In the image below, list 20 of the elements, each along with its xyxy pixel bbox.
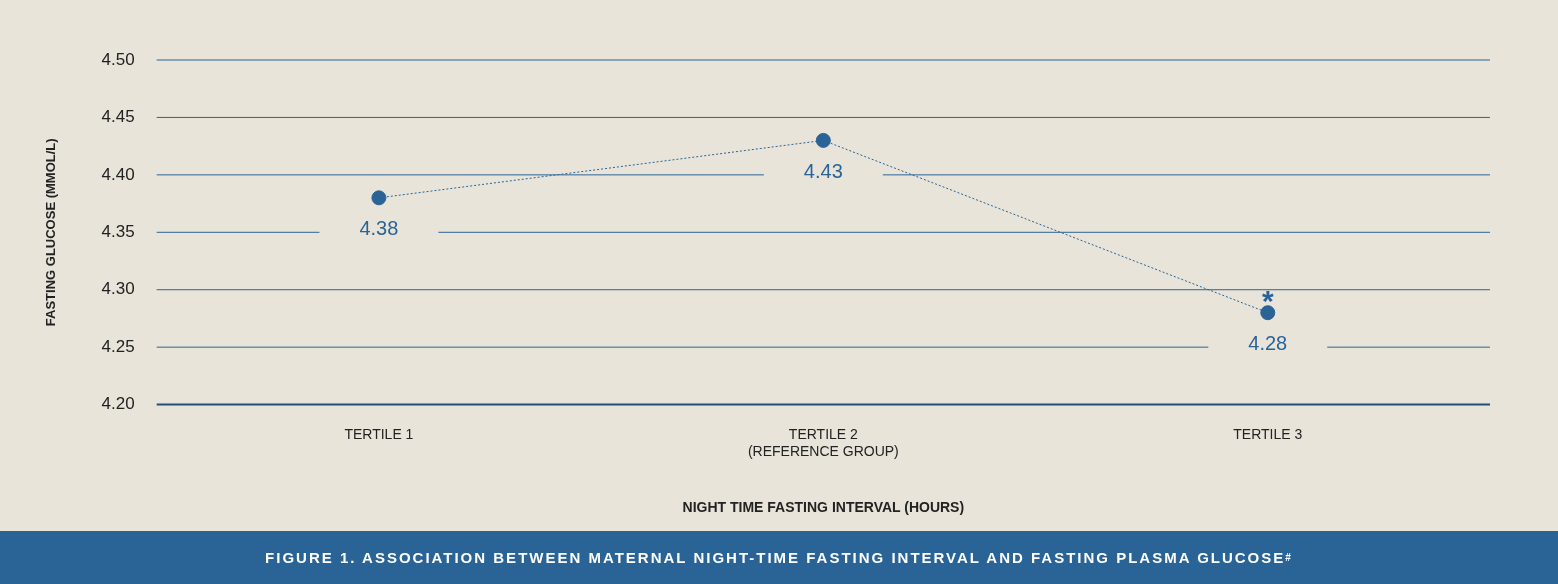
y-tick-label: 4.20 xyxy=(101,394,135,414)
y-tick-label: 4.45 xyxy=(101,107,135,127)
text: FIGURE 1. ASSOCIATION BETWEEN MATERNAL NIGHT-TIME FASTING INTERVAL AND FASTING PLASMA GLUCOSE$^{#}$ xyxy=(0,531,1558,584)
y-tick-label: 4.40 xyxy=(101,164,135,184)
y-tick-label: 4.30 xyxy=(101,279,135,299)
point xyxy=(815,132,831,148)
y-tick-label: 4.35 xyxy=(101,221,135,241)
y-tick-label: 4.50 xyxy=(101,49,135,69)
data-label: 4.38 xyxy=(359,217,399,240)
annotation: * xyxy=(1261,283,1274,317)
point xyxy=(371,190,387,206)
x-tick-label: TERTILE 2 (REFERENCE GROUP) xyxy=(747,425,899,459)
data-label: 4.28 xyxy=(1248,332,1288,355)
y-axis-title: FASTING GLUCOSE (MMOL/L) xyxy=(43,138,59,327)
x-tick-label: TERTILE 3 xyxy=(1233,425,1303,442)
data-label: 4.43 xyxy=(803,159,843,182)
x-axis-title: NIGHT TIME FASTING INTERVAL (HOURS) xyxy=(682,499,965,516)
x-tick-label: TERTILE 1 xyxy=(344,425,414,442)
y-tick-label: 4.25 xyxy=(101,336,135,356)
point xyxy=(1260,305,1276,321)
